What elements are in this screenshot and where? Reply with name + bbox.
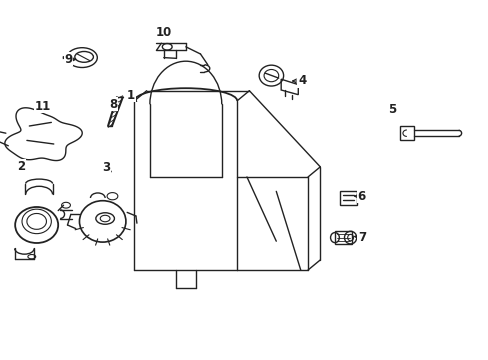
Text: 4: 4 (298, 75, 305, 87)
Text: 9: 9 (64, 53, 72, 66)
Text: 10: 10 (155, 26, 172, 39)
Bar (334, 231, 351, 244)
Text: 5: 5 (387, 103, 395, 116)
Text: 6: 6 (357, 190, 365, 203)
Text: 8: 8 (109, 98, 117, 111)
Bar (399, 126, 413, 140)
Text: 2: 2 (17, 160, 25, 173)
Bar (339, 191, 356, 205)
Polygon shape (5, 108, 82, 161)
Text: 1: 1 (127, 89, 135, 102)
Text: 7: 7 (357, 231, 365, 244)
Text: 3: 3 (102, 161, 110, 174)
Text: 11: 11 (35, 100, 51, 113)
